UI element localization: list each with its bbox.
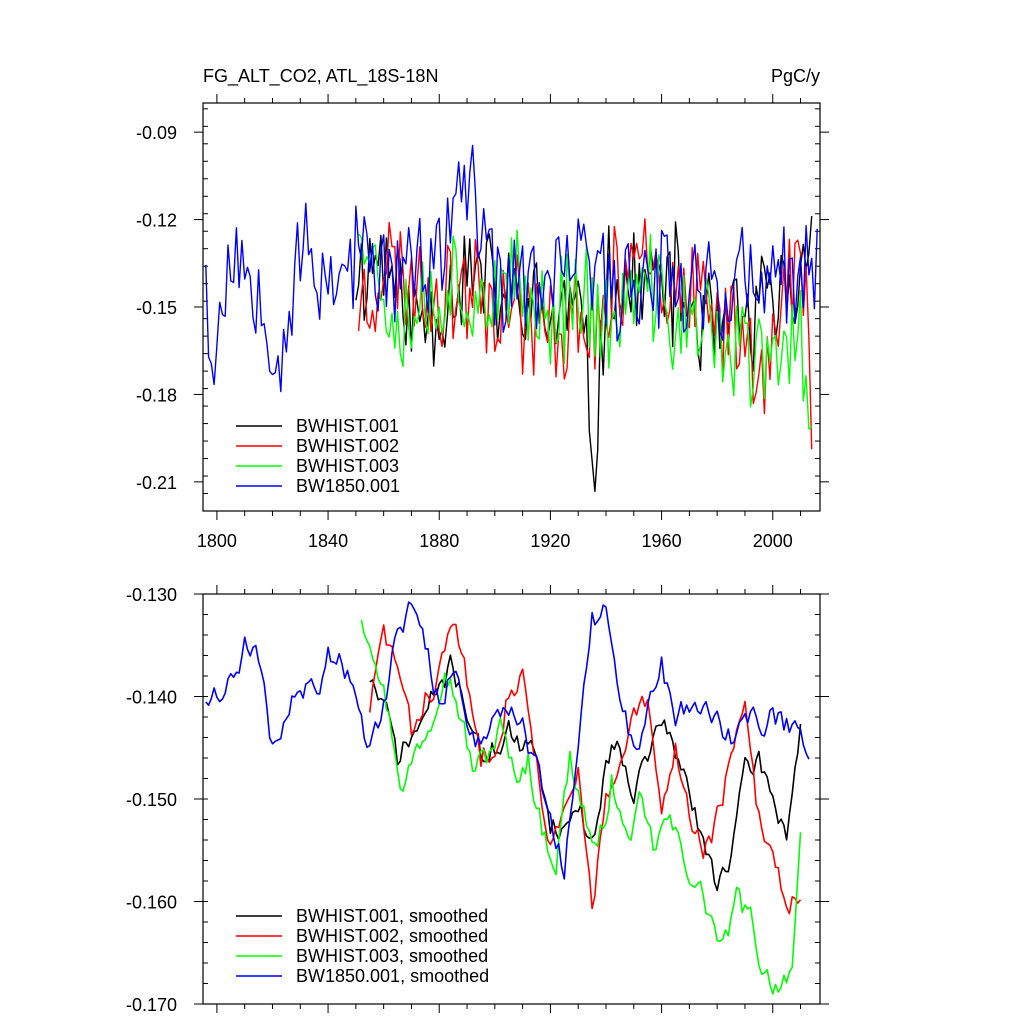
bottom-plot-frame [202,593,821,1005]
x-tick-label: 1840 [308,531,348,551]
series-line-2 [357,218,813,450]
bottom-axis-ticks: -0.130 -0.140 -0.150 -0.160 -0.170 [126,585,829,1015]
legend-label: BW1850.001 [296,476,400,496]
bottom-series-lines [205,601,810,995]
top-plot-frame [202,102,821,512]
bottom-chart-panel: -0.130 -0.140 -0.150 -0.160 -0.170 BWHIST.00… [126,585,829,1015]
legend-label: BWHIST.003, smoothed [296,946,488,966]
y-tick-label: -0.170 [126,995,177,1015]
y-tick-label: -0.12 [136,211,177,231]
y-tick-label: -0.160 [126,893,177,913]
x-tick-label: 2000 [753,531,793,551]
legend-label: BWHIST.002, smoothed [296,926,488,946]
series-line-1 [369,654,802,892]
top-chart-panel: FG_ALT_CO2, ATL_18S-18N PgC/y 1800 1840 18… [136,66,829,551]
legend-label: BWHIST.001 [296,416,399,436]
y-tick-label: -0.150 [126,790,177,810]
y-tick-label: -0.15 [136,298,177,318]
series-line-3 [360,619,802,995]
series-line-4 [205,601,810,880]
x-tick-label: 1960 [642,531,682,551]
x-tick-label: 1800 [197,531,237,551]
top-title-right: PgC/y [771,66,820,86]
top-axis-ticks: 1800 1840 1880 1920 1960 2000 -0.09 -0.12 -0.15 -… [136,94,829,551]
legend-label: BWHIST.002 [296,436,399,456]
x-tick-label: 1920 [530,531,570,551]
legend-label: BW1850.001, smoothed [296,966,489,986]
y-tick-label: -0.140 [126,688,177,708]
top-series-lines [205,144,818,492]
series-line-2 [369,623,802,915]
y-tick-label: -0.18 [136,385,177,405]
y-tick-label: -0.09 [136,123,177,143]
legend-label: BWHIST.001, smoothed [296,906,488,926]
series-line-4 [205,144,818,393]
y-tick-label: -0.130 [126,585,177,605]
legend-label: BWHIST.003 [296,456,399,476]
top-title-left: FG_ALT_CO2, ATL_18S-18N [203,66,438,87]
series-line-3 [358,229,813,430]
y-tick-label: -0.21 [136,473,177,493]
x-tick-label: 1880 [419,531,459,551]
